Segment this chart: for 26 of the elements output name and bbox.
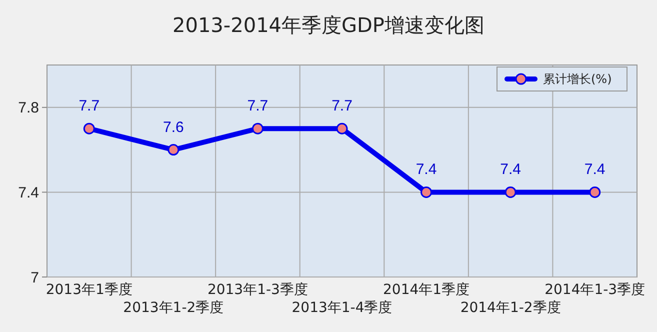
- data-label: 7.4: [416, 161, 437, 178]
- point: [83, 122, 95, 134]
- data-label: 7.4: [584, 161, 606, 178]
- x-tick-label: 2014年1季度: [383, 282, 470, 298]
- y-tick-label: 7: [30, 269, 39, 286]
- x-tick-label: 2013年1-2季度: [123, 300, 224, 316]
- y-tick-label: 7.8: [18, 100, 39, 117]
- x-tick-label: 2013年1-4季度: [292, 300, 392, 316]
- chart-title: 2013-2014年季度GDP增速变化图: [172, 13, 484, 37]
- data-label: 7.7: [247, 98, 268, 115]
- x-tick-label: 2014年1-3季度: [544, 282, 646, 298]
- data-label: 7.7: [78, 98, 100, 115]
- x-tick-label: 2014年1-2季度: [460, 300, 561, 316]
- y-tick-label: 7.4: [18, 184, 39, 202]
- point: [336, 122, 348, 134]
- point: [589, 186, 601, 198]
- data-label: 7.6: [163, 118, 184, 136]
- point: [420, 186, 432, 198]
- point: [252, 122, 264, 134]
- x-tick-label: 2013年1季度: [46, 282, 132, 298]
- point: [168, 144, 180, 156]
- x-tick-label: 2013年1-3季度: [207, 282, 308, 298]
- data-label: 7.7: [332, 98, 352, 115]
- data-label: 7.4: [500, 161, 521, 178]
- point: [504, 186, 516, 198]
- legend-label: 累计增长(%): [543, 72, 612, 86]
